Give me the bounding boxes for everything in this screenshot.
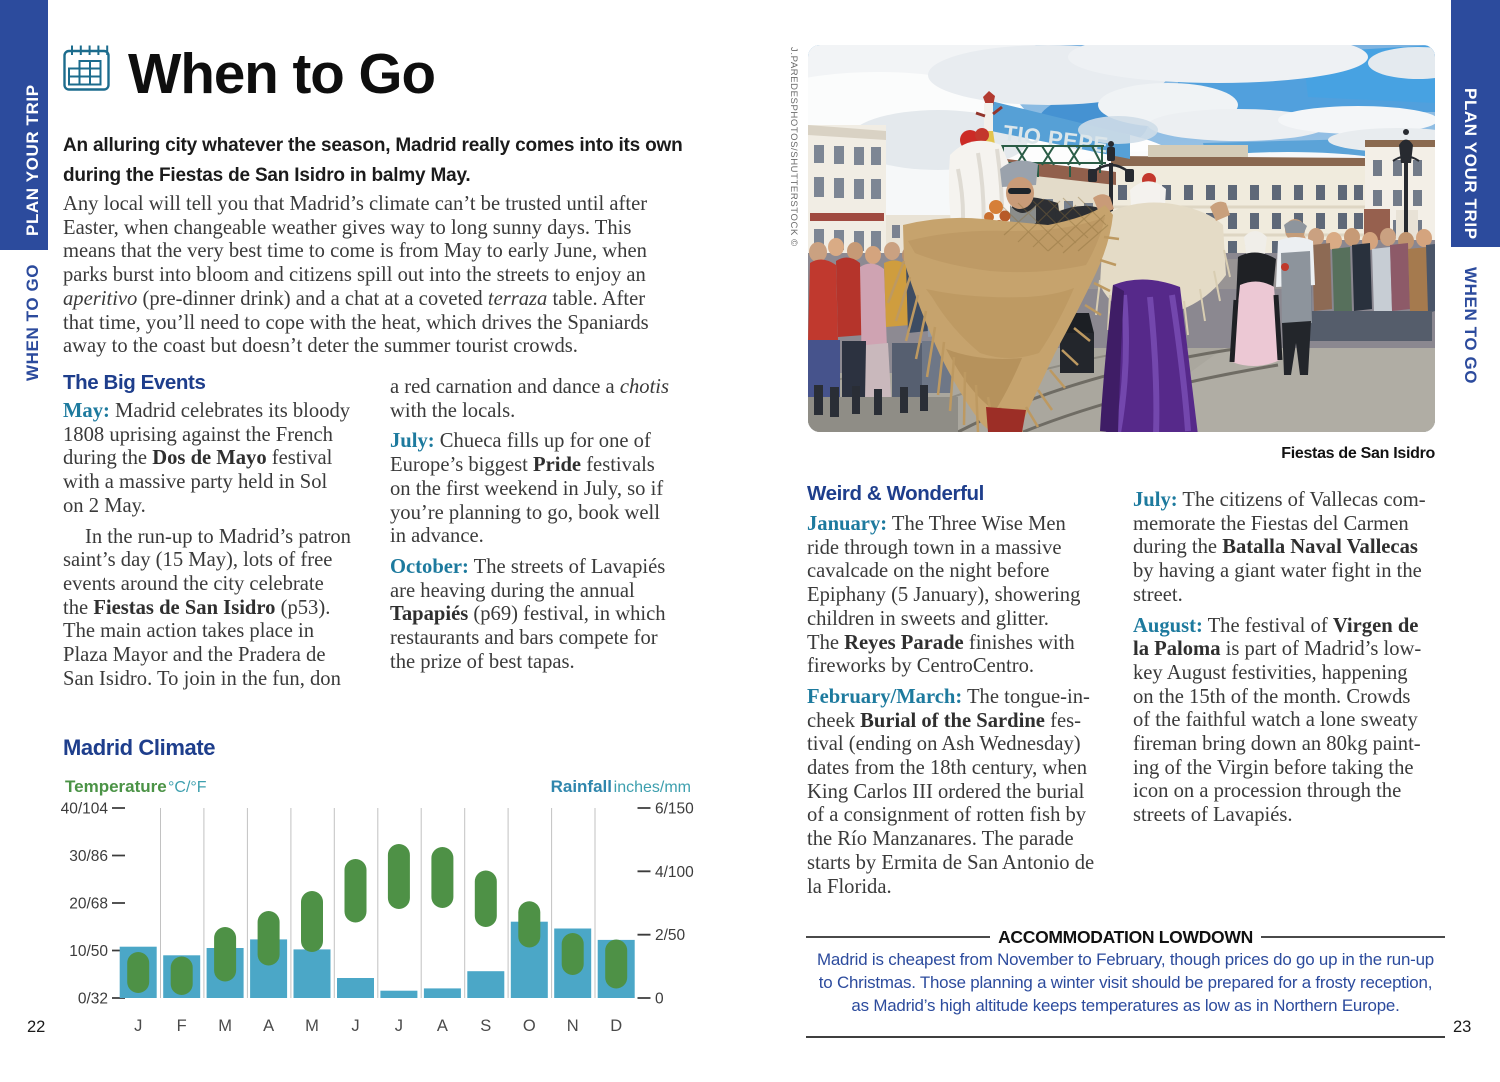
svg-text:A: A [437,1017,448,1035]
svg-text:30/86: 30/86 [69,848,108,865]
svg-text:D: D [610,1017,622,1035]
svg-text:M: M [305,1017,319,1035]
svg-text:J: J [395,1017,403,1035]
svg-text:M: M [218,1017,232,1035]
svg-text:10/50: 10/50 [69,943,108,960]
svg-text:Temperature: Temperature [65,777,167,796]
svg-text:6/150: 6/150 [655,801,694,818]
svg-text:20/68: 20/68 [69,896,108,913]
svg-text:O: O [523,1017,536,1035]
svg-text:N: N [567,1017,579,1035]
svg-text:S: S [480,1017,491,1035]
svg-text:40/104: 40/104 [61,801,109,818]
svg-text:J: J [134,1017,142,1035]
svg-text:0: 0 [655,991,664,1008]
svg-text:F: F [177,1017,187,1035]
svg-text:°C/°F: °C/°F [168,779,207,796]
svg-text:Rainfall: Rainfall [551,777,612,796]
svg-text:0/32: 0/32 [78,991,108,1008]
svg-text:A: A [263,1017,274,1035]
svg-text:4/100: 4/100 [655,864,694,881]
svg-text:inches/mm: inches/mm [614,779,691,796]
svg-text:J: J [351,1017,359,1035]
svg-text:2/50: 2/50 [655,927,686,944]
